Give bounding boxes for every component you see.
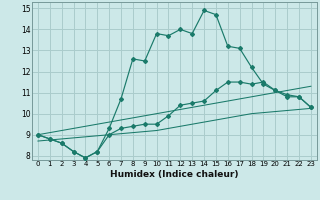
X-axis label: Humidex (Indice chaleur): Humidex (Indice chaleur) [110,170,239,179]
